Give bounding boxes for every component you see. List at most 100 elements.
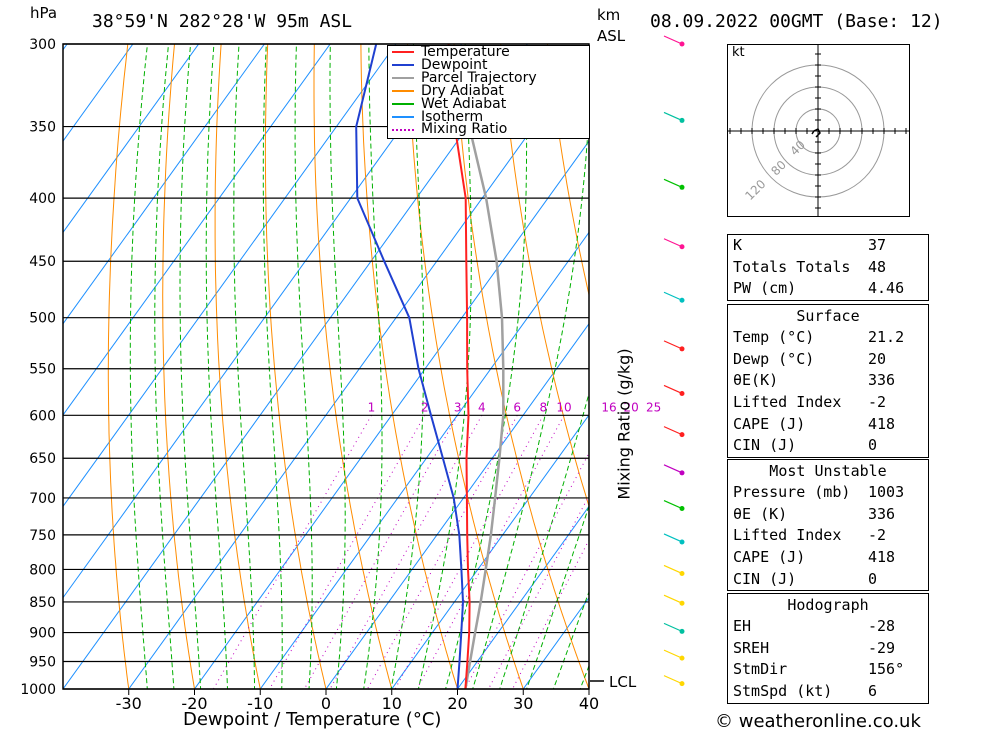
row-value: 20 — [868, 349, 887, 368]
hodograph-plot: kt 40 80 120 — [727, 44, 910, 217]
legend-item: Dry Adiabat — [388, 84, 589, 98]
lcl-label: LCL — [609, 673, 637, 691]
location-title: 38°59'N 282°28'W 95m ASL — [92, 11, 353, 32]
wind-barb — [663, 426, 683, 436]
pressure-tick-label: 650 — [29, 451, 56, 467]
mixing-ratio-label: 3 — [454, 400, 462, 414]
row-value: 336 — [868, 371, 896, 390]
wet-adiabat-line — [445, 44, 528, 689]
wind-barb — [663, 291, 683, 301]
mixing-ratio-label: 1 — [368, 400, 376, 414]
legend-label: Wet Adiabat — [421, 95, 507, 112]
wet-adiabat-line — [154, 44, 175, 689]
surface-title: Surface — [796, 307, 860, 325]
legend-label: Dewpoint — [421, 56, 488, 73]
indices-row: PW (cm) 4.46 — [728, 278, 928, 300]
y-axis-right-label: Mixing Ratio (g/kg) — [614, 348, 634, 500]
legend-swatch — [392, 64, 414, 67]
row-label: Totals Totals — [733, 257, 851, 276]
row-value: -29 — [868, 638, 896, 657]
isotherm-line — [259, 231, 589, 689]
wind-barb — [663, 675, 683, 685]
row-label: CIN (J) — [733, 436, 797, 455]
wind-barb — [663, 111, 683, 121]
row-value: 21.2 — [868, 328, 905, 346]
most-unstable-row: CIN (J) 0 — [728, 569, 928, 591]
hodograph-table: Hodograph EH -28 SREH -29 StmDir 156° StmSpd (… — [727, 593, 929, 704]
surface-row: θE(K) 336 — [728, 370, 928, 392]
row-label: θE(K) — [733, 371, 779, 390]
row-value: 1003 — [868, 483, 905, 501]
dry-adiabat-line — [937, 0, 1000, 715]
surface-table: Surface Temp (°C) 21.2 Dewp (°C) 20 θE(K) 336… — [727, 304, 929, 459]
chart-legend: Temperature Dewpoint Parcel Trajectory Dry … — [387, 45, 590, 139]
pressure-tick-label: 750 — [29, 528, 56, 544]
mixing-ratio-line — [329, 415, 483, 689]
mixing-ratio-label: 16 — [601, 400, 616, 414]
wet-adiabat-line — [329, 44, 346, 689]
row-label: SREH — [733, 638, 770, 657]
wind-barb — [663, 178, 683, 188]
wet-adiabat-line — [129, 44, 149, 689]
datetime-title: 08.09.2022 00GMT (Base: 12) — [650, 11, 943, 32]
pressure-tick-label: 850 — [29, 595, 56, 611]
mixing-ratio-label: 25 — [646, 400, 661, 414]
pressure-tick-label: 400 — [29, 191, 56, 207]
mixing-ratio-label: 20 — [624, 400, 639, 414]
surface-row: CAPE (J) 418 — [728, 414, 928, 436]
x-axis-label: Dewpoint / Temperature (°C) — [183, 709, 442, 730]
indices-row: Totals Totals 48 — [728, 257, 928, 279]
most-unstable-title: Most Unstable — [769, 462, 887, 480]
legend-label: Parcel Trajectory — [421, 69, 537, 86]
dry-adiabat-line — [981, 0, 1000, 715]
mixing-ratio-line — [212, 415, 372, 689]
temperature-tick-label: 30 — [513, 694, 533, 713]
isotherm-line — [0, 0, 6, 715]
temperature-tick-label: 0 — [321, 694, 331, 713]
isotherm-line — [391, 414, 589, 689]
temperature-tick-label: -10 — [247, 694, 273, 713]
km-label: km — [597, 6, 621, 24]
row-label: Lifted Index — [733, 526, 842, 545]
row-value: -2 — [868, 526, 887, 545]
indices-table: K 37 Totals Totals 48 PW (cm) 4.46 — [727, 234, 929, 302]
isotherm-line — [193, 140, 589, 689]
row-label: θE (K) — [733, 504, 788, 523]
parcel-trajectory-line — [448, 44, 505, 689]
hpa-label: hPa — [30, 4, 58, 22]
most-unstable-row: Lifted Index -2 — [728, 525, 928, 547]
mixing-ratio-label: 4 — [478, 400, 486, 414]
row-value: 0 — [868, 569, 878, 588]
dry-adiabat-line — [214, 44, 261, 689]
isotherm-line — [63, 44, 68, 51]
temperature-line — [447, 44, 471, 689]
hodograph-row: StmDir 156° — [728, 659, 928, 681]
pressure-tick-label: 300 — [29, 37, 56, 53]
isotherm-line — [63, 44, 266, 325]
hodo-kt-label: kt — [732, 45, 745, 60]
pressure-tick-label: 900 — [29, 626, 56, 642]
wind-barb — [663, 340, 683, 350]
legend-item: Dewpoint — [388, 56, 589, 73]
row-label: CAPE (J) — [733, 414, 806, 433]
temperature-tick-label: -30 — [116, 694, 142, 713]
surface-row: CIN (J) 0 — [728, 435, 928, 457]
temperature-tick-label: 20 — [447, 694, 467, 713]
isotherm-line — [456, 505, 589, 689]
wind-barb — [663, 238, 683, 248]
pressure-tick-label: 600 — [29, 408, 56, 424]
temperature-tick-label: 10 — [382, 694, 402, 713]
row-label: Pressure (mb) — [733, 483, 851, 501]
hodograph-row: StmSpd (kt) 6 — [728, 681, 928, 703]
wet-adiabat-line — [179, 44, 202, 689]
indices-row: K 37 — [728, 235, 928, 257]
row-value: -28 — [868, 617, 896, 635]
pressure-tick-label: 800 — [29, 562, 56, 578]
legend-item: Parcel Trajectory — [388, 69, 589, 86]
isotherm-line — [325, 322, 589, 689]
row-value: 156° — [868, 660, 905, 679]
row-value: 418 — [868, 548, 896, 567]
row-value: 6 — [868, 682, 878, 701]
wind-barb — [663, 564, 683, 575]
hodograph-trace — [811, 127, 821, 138]
